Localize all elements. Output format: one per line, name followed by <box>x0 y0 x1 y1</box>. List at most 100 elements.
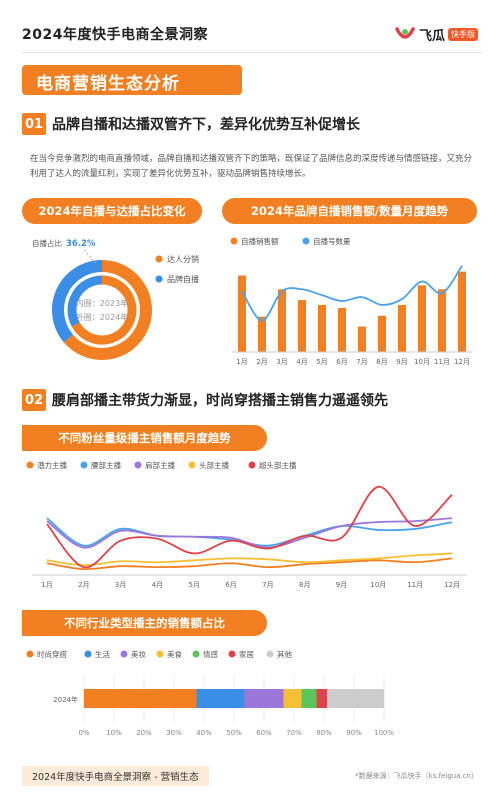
section-1-title: 品牌自播和达播双管齐下，差异化优势互补促增长 <box>52 117 360 133</box>
fans-legend-item: 超头部主播 <box>259 460 297 470</box>
industry-legend-swatch <box>26 650 34 658</box>
fans-line-series <box>46 557 453 571</box>
fans-x-tick: 5月 <box>189 581 200 589</box>
section-1-number: 01 <box>22 113 46 135</box>
industry-x-tick: 10% <box>106 729 122 737</box>
industry-legend-swatch <box>228 650 236 658</box>
fans-x-tick: 4月 <box>152 581 163 589</box>
brand-legend-item: 自播号数量 <box>313 236 351 246</box>
industry-x-tick: 100% <box>374 729 394 737</box>
industry-x-tick: 70% <box>286 729 302 737</box>
section-1-paragraph: 在当今竞争激烈的电商直播领域，品牌自播和达播双管齐下的策略，既保证了品牌信息的深… <box>30 154 473 179</box>
industry-x-tick: 80% <box>316 729 332 737</box>
header-divider <box>22 52 482 53</box>
fans-legend-swatch <box>80 461 88 469</box>
fans-legend-item: 腰部主播 <box>91 460 121 470</box>
section-2-title: 腰肩部播主带货力渐显，时尚穿搭播主销售力遥遥领先 <box>52 393 388 409</box>
brand-monthly-chart: 自播销售额 自播号数量 1月 2月 3月 4月 5月 6月 7月 8月 9月 10月 11月 12月 <box>230 236 472 366</box>
fans-legend-swatch <box>134 461 142 469</box>
donut-inner-label: 内圈：2023年 <box>76 298 128 308</box>
brand-legend-swatch <box>302 237 310 245</box>
brand-x-tick: 5月 <box>316 358 327 366</box>
logo: 飞瓜 快手版 <box>395 24 478 44</box>
main-banner: 电商营销生态分析 <box>22 65 242 95</box>
logo-text: 飞瓜 <box>418 28 445 44</box>
industry-legend-item: 时尚穿搭 <box>37 649 67 659</box>
industry-y-label: 2024年 <box>53 695 78 704</box>
industry-x-tick: 50% <box>226 729 242 737</box>
industry-legend-swatch <box>156 650 164 658</box>
brand-bar <box>278 289 286 352</box>
section-1-heading: 01 品牌自播和达播双管齐下，差异化优势互补促增长 <box>22 112 360 136</box>
industry-legend-item: 家居 <box>239 649 254 659</box>
brand-x-tick: 9月 <box>396 358 407 366</box>
fans-legend-swatch <box>26 461 34 469</box>
brand-bar <box>338 307 346 352</box>
fans-legend-item: 头部主播 <box>199 460 229 470</box>
donut-legend-item: 达人分销 <box>167 254 199 264</box>
brand-x-tick: 11月 <box>434 358 450 366</box>
brand-bar <box>378 315 386 352</box>
brand-bar <box>458 271 466 352</box>
brand-bar <box>258 316 266 352</box>
brand-x-tick: 8月 <box>376 358 387 366</box>
brand-x-tick: 3月 <box>276 358 287 366</box>
fans-x-tick: 11月 <box>407 581 423 589</box>
industry-x-tick: 20% <box>136 729 152 737</box>
brand-line-series <box>241 265 463 322</box>
page-header: 2024年度快手电商全景洞察 飞瓜 快手版 <box>22 22 482 48</box>
brand-x-tick: 1月 <box>236 358 247 366</box>
industry-bar-segment <box>301 689 317 708</box>
fans-x-tick: 10月 <box>370 581 386 589</box>
brand-bar <box>358 326 366 352</box>
industry-legend-swatch <box>120 650 128 658</box>
fans-x-tick: 1月 <box>41 581 52 589</box>
donut-inner-self-slice <box>67 275 103 327</box>
brand-x-tick: 7月 <box>356 358 367 366</box>
fans-x-tick: 9月 <box>336 581 347 589</box>
footer-left: 2024年度快手电商全景洞察 - 营销生态 <box>22 766 209 786</box>
logo-tag: 快手版 <box>448 27 478 41</box>
industry-bar-segment <box>327 689 384 708</box>
industry-chart: 时尚穿搭 生活 美妆 美食 情感 家居 其他 0% 10% 20% 30% 40% 50% 60% 70% 8… <box>26 649 394 737</box>
fans-legend-item: 肩部主播 <box>145 460 175 470</box>
industry-x-tick: 40% <box>196 729 212 737</box>
industry-legend-item: 美食 <box>167 649 182 659</box>
brand-x-tick: 6月 <box>336 358 347 366</box>
donut-legend-item: 品牌自播 <box>167 274 199 284</box>
brand-legend-item: 自播销售额 <box>241 236 279 246</box>
brand-bar <box>418 285 426 352</box>
donut-chart-title: 2024年自播与达播占比变化 <box>22 198 202 224</box>
industry-bar-segment <box>283 689 302 708</box>
header-title: 2024年度快手电商全景洞察 <box>22 27 208 43</box>
industry-bar-segment <box>84 689 197 708</box>
brand-bar <box>298 300 306 352</box>
fans-legend-item: 潜力主播 <box>37 460 67 470</box>
industry-x-tick: 30% <box>166 729 182 737</box>
industry-chart-title: 不同行业类型播主的销售额占比 <box>22 610 267 636</box>
industry-bar-segment <box>244 689 284 708</box>
industry-legend-item: 其他 <box>277 649 292 659</box>
donut-annotation-label: 自播占比 <box>32 238 62 248</box>
industry-legend-item: 美妆 <box>131 649 146 659</box>
brand-legend-swatch <box>230 237 238 245</box>
fans-x-tick: 12月 <box>444 581 460 589</box>
donut-annotation-value: 36.2% <box>66 239 96 249</box>
fans-legend-swatch <box>248 461 256 469</box>
fans-line-series <box>46 552 453 567</box>
fans-x-tick: 8月 <box>299 581 310 589</box>
donut-legend-swatch <box>155 255 163 263</box>
main-banner-title: 电商营销生态分析 <box>36 74 180 94</box>
feigua-logo-icon <box>395 27 415 39</box>
industry-x-tick: 60% <box>256 729 272 737</box>
industry-bar-segment <box>196 689 245 708</box>
brand-bar <box>318 304 326 352</box>
brand-bar <box>398 304 406 352</box>
footer-source: *数据来源：飞瓜快手（ks.feigua.cn） <box>355 772 478 780</box>
fans-x-tick: 6月 <box>225 581 236 589</box>
fans-line-series <box>46 517 453 549</box>
donut-annotation-leader <box>83 249 99 266</box>
industry-legend-swatch <box>266 650 274 658</box>
fans-line-series <box>46 485 453 569</box>
